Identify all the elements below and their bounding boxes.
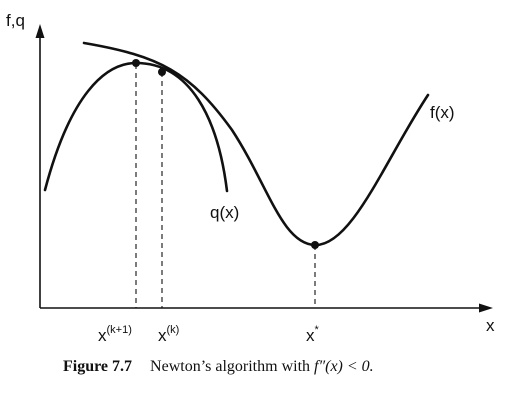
y-axis-arrowhead [35, 24, 45, 38]
tick-label-xk: x(k) [158, 324, 179, 345]
caption-text: Newton’s algorithm with [150, 358, 311, 375]
q-curve-label: q(x) [210, 203, 239, 222]
x-axis-label: x [486, 316, 495, 335]
figure-caption: Figure 7.7 Newton’s algorithm with f″(x) … [63, 358, 374, 376]
y-axis-label: f,q [6, 11, 25, 30]
x-axis-arrowhead [479, 303, 493, 313]
point-xstar [311, 241, 319, 249]
figure-number: Figure 7.7 [63, 358, 133, 375]
point-xk [158, 68, 166, 76]
f-curve-label: f(x) [430, 103, 455, 122]
caption-math: f″(x) < 0. [314, 358, 374, 375]
tick-label-xstar: x* [306, 324, 320, 345]
point-xk1 [132, 59, 140, 67]
tick-label-xk1: x(k+1) [98, 324, 132, 345]
f-curve [82, 41, 430, 247]
